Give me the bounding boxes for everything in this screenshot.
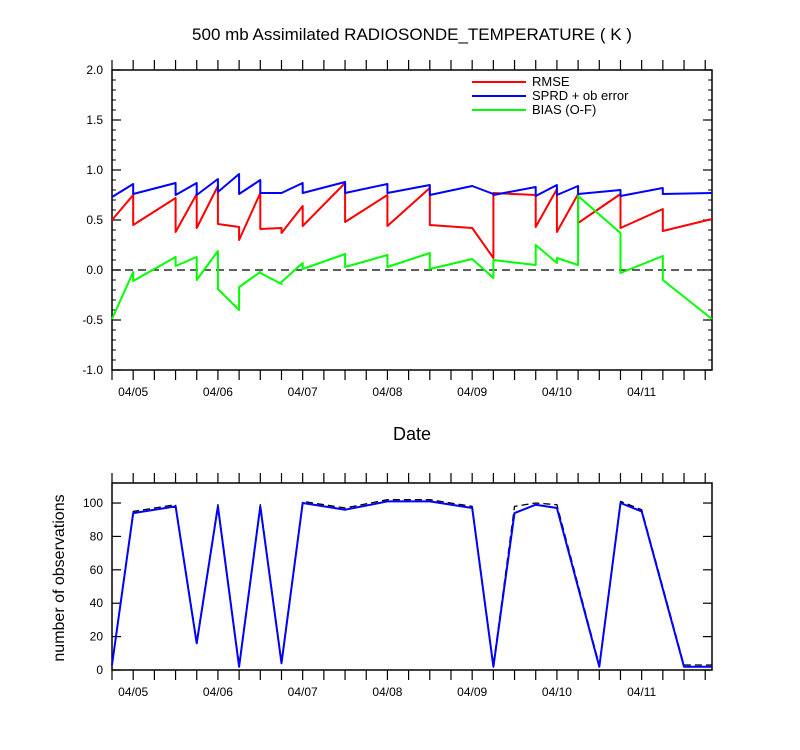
series-line-bias-o-f xyxy=(111,195,713,320)
x-axis-label: Date xyxy=(393,424,431,444)
plot-frame xyxy=(111,69,713,371)
series-line-rmse xyxy=(111,182,713,259)
x-tick-label: 04/10 xyxy=(542,385,572,399)
x-tick-label: 04/07 xyxy=(288,685,318,699)
y-tick-label: -1.0 xyxy=(82,363,103,377)
x-tick-label: 04/07 xyxy=(288,385,318,399)
x-tick-label: 04/08 xyxy=(372,385,402,399)
series-line-sprd-ob-error xyxy=(111,173,713,198)
x-tick-label: 04/08 xyxy=(372,685,402,699)
legend-label: RMSE xyxy=(532,74,570,89)
x-tick-label: 04/06 xyxy=(203,685,233,699)
x-tick-label: 04/06 xyxy=(203,385,233,399)
x-tick-label: 04/10 xyxy=(542,685,572,699)
y-tick-label: 0.0 xyxy=(86,263,103,277)
series-line-assimilated xyxy=(111,500,712,668)
y-tick-label: 1.0 xyxy=(86,163,103,177)
y-tick-label: 100 xyxy=(83,496,103,510)
legend-label: SPRD + ob error xyxy=(532,88,629,103)
x-tick-label: 04/09 xyxy=(457,385,487,399)
x-tick-label: 04/11 xyxy=(627,685,656,699)
series-line-possible xyxy=(111,499,712,666)
y-tick-label: 0 xyxy=(96,663,103,677)
y-tick-label: -0.5 xyxy=(82,313,103,327)
x-tick-label: 04/05 xyxy=(118,685,148,699)
x-tick-label: 04/09 xyxy=(457,685,487,699)
y-tick-label: 80 xyxy=(90,529,104,543)
plot-frame xyxy=(111,482,713,671)
chart-title: 500 mb Assimilated RADIOSONDE_TEMPERATUR… xyxy=(192,25,632,44)
y-tick-label: 20 xyxy=(90,630,104,644)
y-tick-label: 40 xyxy=(90,596,104,610)
y-tick-label: 1.5 xyxy=(86,113,103,127)
upper-chart: -1.0 -0.5 0.0 0.5 1.0 1.5 2.0 04/05 04/06 04/07 04… xyxy=(82,60,713,399)
y-tick-label: 2.0 xyxy=(86,63,103,77)
y-tick-label: 0.5 xyxy=(86,213,103,227)
legend-label: BIAS (O-F) xyxy=(532,102,596,117)
y-tick-label: 60 xyxy=(90,563,104,577)
x-tick-label: 04/05 xyxy=(118,385,148,399)
lower-y-axis-label: number of observations xyxy=(51,494,68,661)
x-tick-label: 04/11 xyxy=(627,385,656,399)
lower-chart: 0 20 40 60 80 100 04/05 04/06 04/07 04/08 04/09 04/… xyxy=(83,473,713,699)
